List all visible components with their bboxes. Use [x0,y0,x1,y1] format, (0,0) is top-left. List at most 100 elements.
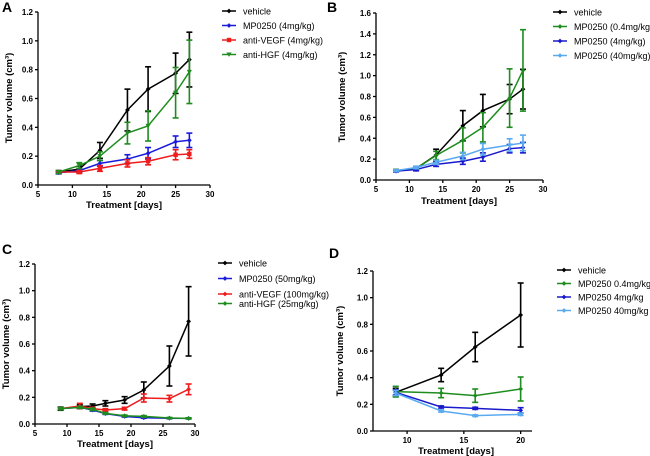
series-line [395,391,521,412]
y-tick-label: 0.0 [19,420,31,429]
legend-item: vehicle [218,259,267,269]
series-line [395,88,524,172]
y-tick-label: 1.2 [22,8,34,17]
legend-marker [226,37,232,43]
legend-item: MP0250 0.4mg/kg [557,279,650,289]
y-tick-label: 0.8 [360,93,372,102]
data-point [507,142,512,148]
data-point [122,397,127,403]
data-point [90,406,95,412]
data-point [97,166,103,171]
y-tick-label: 1.4 [360,30,372,39]
panel-b: B 0.0 0.2 0.4 0.6 0.8 1.0 1.2 1.4 1.6 5 10 15 20 25 30 T… [327,0,650,207]
data-point [518,386,524,392]
series-line [395,70,524,172]
data-point [518,411,524,417]
y-axis-title: Tumor volume (cm³) [335,306,346,397]
y-tick-label: 0.4 [22,123,34,132]
data-point [125,107,130,113]
y-tick-label: 0.2 [19,393,31,402]
data-point [124,131,131,136]
y-tick-label: 0.8 [22,66,34,75]
panel-label: D [329,245,339,261]
y-tick-label: 0.6 [357,347,369,356]
legend-item: anti-HGF (4mg/kg) [222,50,318,60]
legend-label: vehicle [243,7,271,17]
legend: vehicle MP0250 (50mg/kg) anti-VEGF (100mg/… [218,259,329,309]
legend-item: MP0250 (50mg/kg) [218,274,316,284]
legend-item: anti-VEGF (100mg/kg) [218,290,329,300]
y-tick-label: 1.2 [357,267,369,276]
data-point [103,407,108,413]
series-anti-hgf-4mg-kg [55,39,193,175]
x-tick-label: 20 [127,429,136,438]
x-tick-label: 30 [191,429,200,438]
x-tick-label: 20 [472,185,481,194]
data-point [393,390,399,396]
series-line [58,59,190,173]
x-axis-title: Treatment [days] [86,200,162,211]
legend-item: anti-VEGF (4mg/kg) [222,36,323,46]
series-vehicle [392,282,524,398]
y-tick-label: 0.4 [357,374,369,383]
legend-label: anti-VEGF (4mg/kg) [243,36,323,46]
y-tick-label: 0.8 [357,320,369,329]
panel-d: D 0.0 0.2 0.4 0.6 0.8 1.0 1.2 10 15 20 Treatment [d… [329,245,650,456]
y-tick-label: 0.2 [22,152,34,161]
data-point [173,152,178,157]
data-point [97,160,103,166]
data-point [472,344,478,350]
legend-label: MP0250 0.4mg/kg [578,279,650,289]
data-point [460,123,466,129]
x-tick-label: 30 [539,185,548,194]
legend-marker [557,24,563,29]
panel-label: B [327,0,337,15]
data-point [145,123,151,129]
data-point [413,165,419,170]
x-tick-label: 25 [505,185,514,194]
x-tick-label: 15 [95,429,104,438]
data-point [125,161,130,166]
y-tick-label: 0.0 [360,176,372,185]
series-mp0250-40mg-kg [393,134,526,174]
y-tick-label: 0.8 [19,313,31,322]
data-point [103,400,108,406]
y-tick-label: 1.0 [357,294,369,303]
legend-label: MP0250 4mg/kg [578,293,644,303]
x-tick-label: 5 [374,185,379,194]
x-tick-label: 20 [137,190,146,199]
panel-label: A [2,0,12,15]
data-point [173,90,179,96]
data-point [122,406,127,412]
legend-label: vehicle [578,266,606,276]
panel-label: C [2,241,12,257]
data-point [141,387,147,393]
legend-label: MP0250 (4mg/kg) [574,37,646,47]
x-tick-label: 10 [63,429,72,438]
data-point [520,68,526,73]
y-tick-label: 0.2 [357,400,369,409]
data-point [433,153,439,158]
data-point [433,159,439,165]
legend-label: anti-VEGF (100mg/kg) [239,290,329,300]
data-point [480,146,486,152]
data-point [507,95,512,101]
x-tick-label: 5 [36,190,41,199]
series-line [58,71,190,173]
legend-marker [557,9,563,15]
legend-item: MP0250 4mg/kg [557,293,644,303]
legend: vehicle MP0250 0.4mg/kg MP0250 4mg/kg MP025… [557,266,650,316]
legend-label: anti-HGF (4mg/kg) [243,50,318,60]
data-point [460,137,466,143]
legend-label: vehicle [574,8,602,18]
legend-label: MP0250 (0.4mg/kg) [574,22,650,32]
data-point [77,404,83,410]
data-point [520,140,526,146]
y-tick-label: 1.2 [19,260,31,269]
legend-item: vehicle [222,7,271,17]
x-tick-label: 25 [159,429,168,438]
x-tick-label: 30 [206,190,215,199]
data-point [187,151,192,157]
series-mp0250-40mg-kg [392,389,524,419]
data-point [145,86,151,92]
